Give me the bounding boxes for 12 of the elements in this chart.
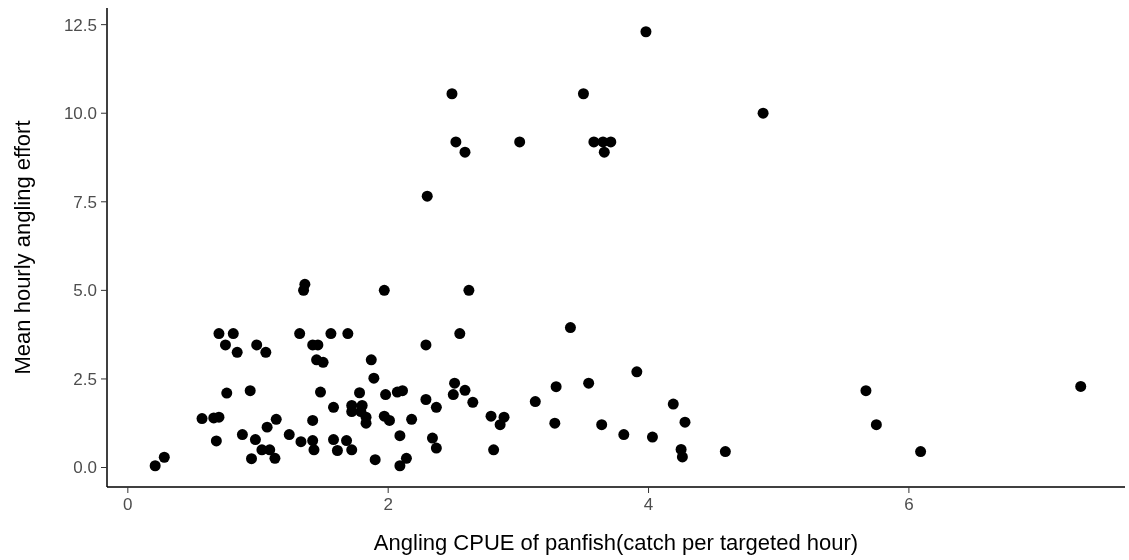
y-tick-label: 5.0 bbox=[73, 281, 97, 301]
x-tick-label: 6 bbox=[904, 495, 914, 514]
x-tick-label: 0 bbox=[123, 495, 133, 514]
y-axis-title: Mean hourly angling effort bbox=[10, 120, 35, 375]
y-tick-label: 10.0 bbox=[63, 104, 97, 124]
x-tick-label: 2 bbox=[383, 495, 393, 514]
x-axis-title: Angling CPUE of panfish(catch per targeted hour) bbox=[373, 530, 859, 555]
x-tick-label: 4 bbox=[643, 495, 654, 514]
y-tick-label: 7.5 bbox=[73, 192, 97, 212]
y-tick-label: 0.0 bbox=[73, 458, 97, 478]
y-tick-label: 12.5 bbox=[63, 15, 97, 35]
y-tick-label: 2.5 bbox=[73, 369, 97, 389]
